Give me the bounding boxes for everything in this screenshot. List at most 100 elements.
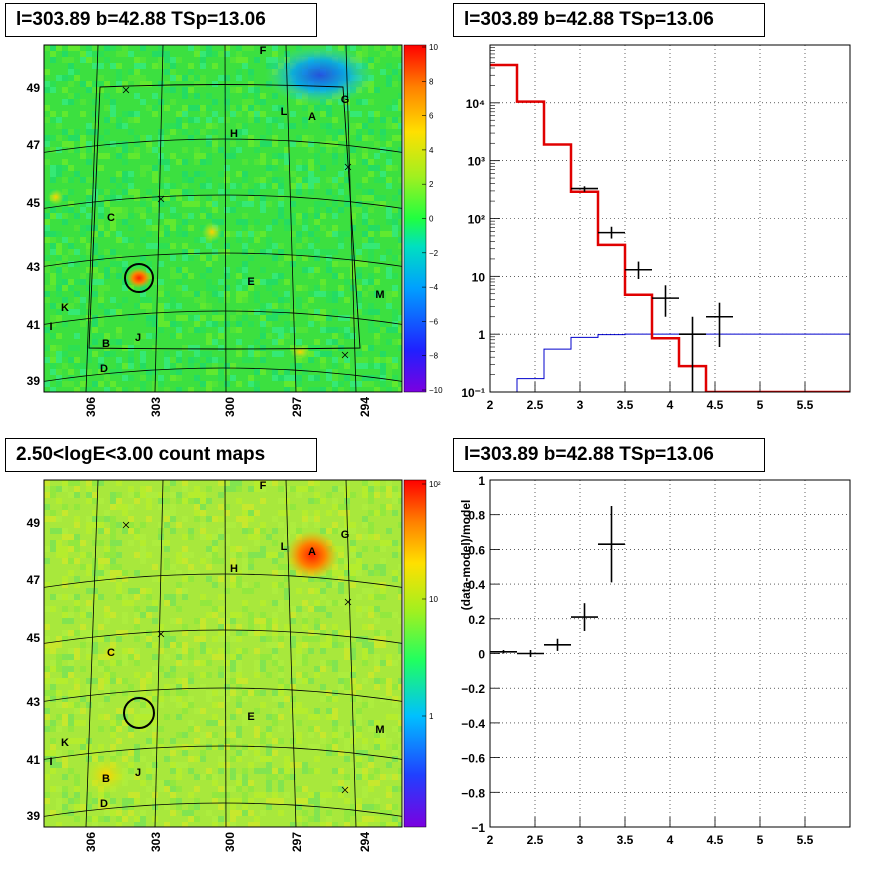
data-point (598, 226, 625, 239)
x-tick-label: 4 (667, 833, 674, 847)
source-label: I (49, 756, 52, 768)
source-label: E (247, 711, 254, 723)
x-tick-label: 5 (757, 398, 764, 412)
lat-tick-label: 39 (27, 809, 41, 823)
bright-source-B (84, 755, 128, 795)
y-tick-label: −0.4 (461, 717, 485, 731)
count-map-source-labels: F G L A H C E M KI B J D (49, 480, 384, 810)
y-tick-label: −0.2 (461, 682, 485, 696)
x-tick-label: 2.5 (527, 398, 544, 412)
background-model-step (490, 333, 850, 392)
lat-tick-label: 39 (27, 374, 41, 388)
source-label: M (375, 724, 384, 736)
x-tick-label: 4.5 (707, 398, 724, 412)
y-tick-label: 10⁻¹ (461, 386, 485, 400)
data-point (652, 285, 679, 317)
warm-spot (290, 345, 310, 359)
residual-map-frame (43, 44, 403, 393)
y-tick-label: 10³ (468, 155, 485, 169)
lon-tick-label: 300 (223, 397, 237, 417)
source-label: D (100, 363, 108, 375)
source-label: D (100, 798, 108, 810)
source-label: C (107, 212, 115, 224)
spectrum-series (490, 63, 850, 392)
x-tick-label: 2 (487, 833, 494, 847)
warm-spot (48, 189, 64, 205)
colorbar-tick-label: 10² (429, 480, 441, 489)
colorbar-tick-label: −6 (429, 317, 439, 326)
y-tick-label: 1 (478, 328, 485, 342)
spectrum-axis-ticks: 2 2.5 3 3.5 4 4.5 5 5.5 10⁻¹ 1 10 10² 10³ 10⁴ (461, 47, 814, 412)
residual-hotspot (127, 268, 151, 288)
source-marker (344, 598, 352, 606)
residual-map-title: l=303.89 b=42.88 TSp=13.06 (5, 3, 317, 37)
x-tick-label: 4 (667, 398, 674, 412)
x-tick-label: 5.5 (797, 833, 814, 847)
count-map-panel: 39 41 43 45 47 49 306 303 300 297 294 F G L A H C E M KI B J… (27, 479, 441, 852)
source-label: A (308, 546, 316, 558)
x-tick-label: 3.5 (617, 398, 634, 412)
ratio-point (490, 650, 517, 654)
x-tick-label: 3.5 (617, 833, 634, 847)
source-marker (344, 163, 352, 171)
source-label: K (61, 302, 69, 314)
ratio-grid (490, 480, 850, 827)
y-tick-label: 10² (468, 213, 485, 227)
colorbar-tick-label: −10 (429, 386, 443, 395)
y-tick-label: −1 (471, 821, 485, 835)
source-marker (157, 630, 165, 638)
x-tick-label: 3 (577, 398, 584, 412)
residual-colorbar (404, 45, 426, 392)
source-label: F (260, 480, 267, 492)
residual-map-panel: 39 41 43 45 47 49 306 303 300 297 294 F G L A H C E M KI B J… (27, 43, 443, 417)
colorbar-tick-label: 6 (429, 112, 434, 121)
data-point (679, 316, 706, 392)
count-colorbar-labels: 10² 10 1 (422, 480, 441, 721)
source-label: I (49, 321, 52, 333)
warm-spot (202, 222, 222, 242)
lon-tick-label: 306 (84, 832, 98, 852)
source-label: G (341, 94, 350, 106)
x-tick-label: 5.5 (797, 398, 814, 412)
lat-tick-label: 41 (27, 318, 41, 332)
ratio-y-axis-label: (data-model)/model (459, 500, 473, 611)
source-label: L (281, 541, 288, 553)
colorbar-tick-label: 2 (429, 180, 434, 189)
colorbar-tick-label: −4 (429, 283, 439, 292)
ratio-axis-ticks: 2 2.5 3 3.5 4 4.5 5 5.5 −1 −0.8 −0.6 −0.4 −0.2 0 0.2 0.… (461, 474, 813, 847)
lon-tick-label: 300 (223, 832, 237, 852)
residual-colorbar-labels: 10 8 6 4 2 0 −2 −4 −6 −8 −10 (422, 43, 443, 395)
residual-map-source-labels: F G L A H C E M KI B J D (49, 45, 384, 375)
data-point (571, 186, 598, 192)
ratio-point (598, 506, 625, 583)
source-label: J (135, 767, 141, 779)
negative-residual-region (265, 45, 375, 105)
y-tick-label: 0.4 (468, 578, 485, 592)
spectrum-grid (490, 45, 850, 392)
source-marker (122, 86, 130, 94)
lon-tick-label: 297 (290, 397, 304, 417)
lat-tick-label: 47 (27, 573, 41, 587)
lat-tick-label: 47 (27, 138, 41, 152)
bright-source-C (102, 645, 118, 661)
target-circle (124, 263, 154, 293)
source-label: J (135, 332, 141, 344)
lon-tick-label: 306 (84, 397, 98, 417)
residual-map-axis-labels: 39 41 43 45 47 49 306 303 300 297 294 (27, 81, 372, 417)
y-tick-label: −0.8 (461, 786, 485, 800)
y-tick-label: 0.6 (468, 543, 485, 557)
y-tick-label: 0 (478, 648, 485, 662)
coordinate-grid (44, 45, 402, 392)
colorbar-tick-label: 1 (429, 712, 434, 721)
colorbar-tick-label: 0 (429, 215, 434, 224)
source-label: K (61, 737, 69, 749)
source-label: L (281, 106, 288, 118)
lat-tick-label: 45 (27, 196, 41, 210)
coordinate-grid (44, 480, 402, 827)
source-marker (341, 351, 349, 359)
roi-outline (88, 84, 361, 350)
colorbar-tick-label: 8 (429, 77, 434, 86)
x-tick-label: 2.5 (527, 833, 544, 847)
y-tick-label: 0.8 (468, 509, 485, 523)
